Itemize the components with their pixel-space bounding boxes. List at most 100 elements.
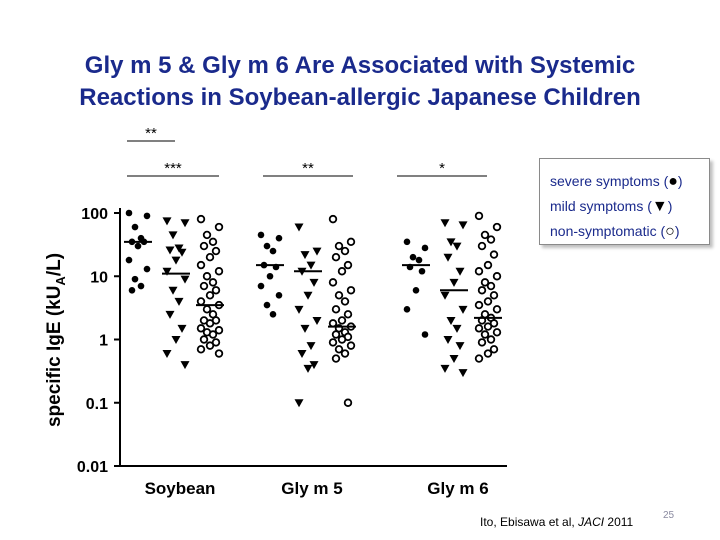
severe-point — [263, 242, 271, 250]
severe-point — [269, 311, 277, 318]
legend-close-paren: ) — [674, 223, 680, 239]
non-symptomatic-point — [337, 316, 347, 325]
non-symptomatic-point — [196, 297, 206, 306]
citation-journal: JACI — [578, 515, 605, 529]
non-symptomatic-point — [483, 322, 493, 331]
axes — [114, 208, 507, 467]
severe-point — [421, 244, 429, 252]
legend-item-severe: severe symptoms (●) — [550, 171, 709, 196]
severe-point — [131, 223, 139, 231]
mild-point — [443, 336, 453, 344]
severe-point — [415, 256, 423, 264]
non-symptomatic-point — [474, 211, 484, 221]
severe-point — [257, 231, 265, 239]
mild-point — [180, 219, 190, 228]
mild-point — [455, 342, 465, 351]
non-symptomatic-point — [328, 338, 338, 347]
mild-point — [171, 256, 181, 265]
non-symptomatic-point — [483, 349, 493, 358]
non-symptomatic-point — [340, 349, 350, 358]
slide-title: Gly m 5 & Gly m 6 Are Associated with Sy… — [0, 50, 720, 114]
severe-point — [125, 209, 133, 217]
non-symptomatic-point — [208, 330, 218, 339]
legend: severe symptoms (●) mild symptoms (▼) no… — [539, 158, 710, 245]
non-symptomatic-point — [480, 330, 490, 339]
mild-point — [440, 364, 450, 373]
non-symptomatic-point — [196, 345, 206, 354]
significance-stars: *** — [164, 160, 182, 177]
mild-point — [168, 286, 178, 295]
non-symptomatic-point — [334, 241, 344, 251]
non-symptomatic-point — [211, 246, 221, 256]
non-symptomatic-point — [477, 286, 487, 295]
mild-point — [168, 231, 178, 240]
severe-point — [409, 253, 417, 261]
non-symptomatic-point — [208, 237, 218, 247]
non-symptomatic-point — [334, 345, 344, 354]
non-symptomatic-point — [486, 281, 496, 291]
non-symptomatic-point — [328, 214, 338, 224]
non-symptomatic-point — [492, 222, 502, 232]
non-symptomatic-point — [343, 398, 353, 407]
mild-point — [440, 291, 450, 300]
non-symptomatic-point — [480, 230, 490, 240]
median-lines — [124, 240, 502, 328]
mild-point — [174, 297, 184, 306]
non-symptomatic-point — [334, 291, 344, 300]
title-line-1: Gly m 5 & Gly m 6 Are Associated with Sy… — [84, 52, 636, 79]
mild-point — [452, 242, 462, 251]
non-symptomatic-point — [211, 338, 221, 347]
legend-label: non-symptomatic ( — [550, 223, 666, 239]
title-line-2: Reactions in Soybean-allergic Japanese C… — [79, 84, 641, 111]
x-category-label: Gly m 5 — [281, 479, 342, 498]
non-symptomatic-point — [346, 286, 356, 295]
citation-authors: Ito, Ebisawa et al, — [480, 515, 579, 529]
y-tick-label: 0.01 — [77, 459, 108, 476]
non-symptomatic-point — [331, 330, 341, 339]
severe-point — [125, 256, 133, 264]
significance-stars: * — [439, 160, 445, 177]
significance-stars: ** — [302, 160, 314, 177]
non-symptomatic-point — [199, 335, 209, 344]
non-symptomatic-point — [211, 286, 221, 295]
non-symptomatic-point — [492, 305, 502, 314]
legend-close-paren: ) — [667, 198, 673, 214]
legend-label: mild symptoms ( — [550, 198, 652, 214]
non-symptomatic-point — [202, 305, 212, 314]
legend-close-paren: ) — [677, 173, 683, 189]
non-symptomatic-point — [196, 324, 206, 333]
non-symptomatic-point — [343, 260, 353, 270]
non-symptomatic-point — [199, 281, 209, 291]
severe-point — [134, 242, 142, 250]
page-number: 25 — [663, 510, 675, 521]
mild-point — [297, 350, 307, 359]
significance-brackets: ***** ** * — [127, 125, 487, 177]
mild-point — [180, 361, 190, 370]
y-tick-label: 1 — [99, 333, 108, 350]
non-symptomatic-point — [474, 324, 484, 333]
severe-point — [403, 238, 411, 246]
non-symptomatic-point — [214, 267, 224, 276]
mild-point — [309, 278, 319, 287]
non-symptomatic-point — [205, 291, 215, 300]
mild-point — [458, 305, 468, 314]
mild-point — [446, 316, 456, 325]
non-symptomatic-point — [492, 272, 502, 281]
non-symptomatic-point — [340, 297, 350, 306]
data-points — [125, 209, 502, 408]
non-symptomatic-point — [205, 341, 215, 350]
non-symptomatic-point — [486, 235, 496, 244]
severe-point — [412, 286, 420, 294]
citation-year: 2011 — [604, 515, 634, 529]
non-symptomatic-point — [477, 338, 487, 347]
non-symptomatic-point — [214, 222, 224, 232]
severe-point — [128, 286, 136, 294]
severe-point — [257, 282, 265, 290]
mild-point — [443, 253, 453, 262]
non-symptomatic-point — [331, 305, 341, 314]
non-symptomatic-point — [202, 230, 212, 240]
legend-item-mild: mild symptoms (▼) — [550, 196, 709, 221]
mild-point — [303, 364, 313, 373]
severe-point — [263, 301, 271, 309]
